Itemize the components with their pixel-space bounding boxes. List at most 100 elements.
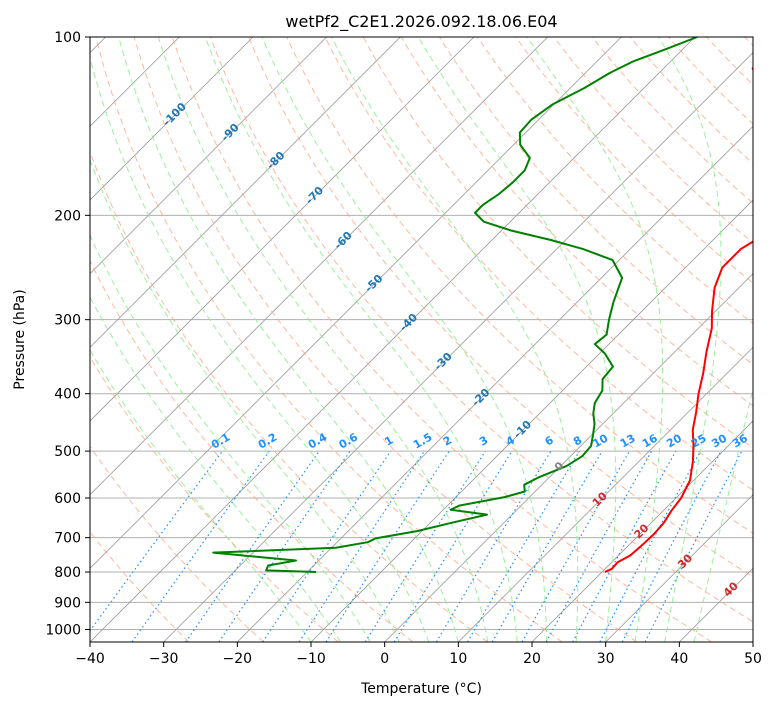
moist-adiabat-line [118, 37, 459, 642]
isotherm-label: -100 [160, 100, 189, 129]
mixing-ratio-label: 1 [382, 434, 395, 449]
moist-adiabat-line [417, 37, 617, 642]
isotherm-label: -30 [432, 350, 455, 373]
dry-adiabat-line [95, 37, 563, 642]
dry-adiabat-line [133, 37, 638, 642]
mixing-ratio-line [466, 450, 580, 642]
mixing-ratio-label: 0.4 [306, 430, 330, 451]
mixing-ratio-label: 8 [571, 434, 584, 449]
x-tick-label: 10 [449, 651, 467, 667]
mixing-ratio-line [545, 450, 653, 642]
chart-title: wetPf2_C2E1.2026.092.18.06.E04 [285, 12, 557, 32]
mixing-ratio-label: 6 [543, 433, 556, 448]
x-tick-label: −20 [223, 651, 253, 667]
mixing-ratio-line [599, 450, 702, 642]
y-tick-label: 200 [54, 208, 81, 224]
mixing-ratio-label: 13 [618, 432, 638, 451]
isotherm-line [752, 641, 753, 642]
mixing-ratio-line [572, 450, 677, 642]
moist-adiabat-line [331, 37, 579, 642]
x-tick-label: 20 [523, 651, 541, 667]
mixing-ratio-line [262, 450, 392, 642]
x-tick-label: 30 [597, 651, 615, 667]
mixing-ratio-label: 16 [640, 431, 660, 450]
moist-adiabat-line [693, 386, 753, 642]
mixing-ratio-label: 0.2 [256, 431, 279, 452]
dry-adiabat-line [90, 445, 264, 642]
isotherm-line [90, 37, 548, 496]
isotherm-label: -50 [362, 272, 385, 295]
y-tick-label: 400 [54, 387, 81, 403]
mixing-ratio-line [325, 450, 450, 642]
dry-adiabat-line [210, 37, 753, 623]
y-tick-label: 300 [54, 313, 81, 329]
x-tick-label: −10 [296, 651, 326, 667]
y-tick-label: 700 [54, 531, 81, 547]
y-tick-label: 600 [54, 491, 81, 507]
series-lines [212, 37, 753, 574]
mixing-ratio-line [298, 450, 425, 642]
isotherm-label: 40 [721, 579, 741, 599]
dry-adiabat-line [439, 37, 753, 366]
dry-adiabat-line [706, 37, 753, 86]
x-tick-label: 40 [670, 651, 688, 667]
dry-adiabat-line [515, 37, 753, 284]
dry-adiabat-line [324, 37, 753, 491]
moist-adiabat-line [658, 37, 722, 642]
y-tick-label: 100 [54, 30, 81, 46]
isotherm-line [163, 52, 753, 642]
temperature-trace [604, 66, 753, 573]
y-tick-label: 900 [54, 595, 81, 611]
x-tick-label: 50 [744, 651, 762, 667]
isotherm-line [384, 273, 753, 642]
dewpoint-trace [212, 37, 698, 574]
dry-adiabat-line [668, 37, 753, 125]
mixing-ratio-label: 3 [477, 434, 490, 449]
mixing-ratio-line [90, 450, 223, 632]
plot-frame [89, 36, 754, 643]
y-tick-label: 500 [54, 444, 81, 460]
isotherm-label: -20 [469, 386, 492, 409]
mixing-ratio-line [393, 450, 513, 642]
isotherm-line [605, 494, 753, 642]
mixing-ratio-label: 25 [689, 432, 709, 451]
isotherm-label: -60 [332, 229, 355, 252]
isotherm-label: -80 [264, 149, 287, 172]
dry-adiabat-line [591, 37, 753, 204]
mixing-ratio-label: 2 [441, 434, 454, 449]
isotherm-line [679, 567, 753, 642]
isotherm-line [90, 37, 475, 422]
isotherm-label: -10 [511, 418, 534, 441]
isotherm-line [531, 420, 753, 642]
isotherm-label: 10 [590, 489, 610, 509]
isotherm-line [90, 37, 401, 348]
mixing-ratio-label: 36 [730, 431, 750, 450]
mixing-ratio-line [364, 450, 486, 642]
y-axis-label: Pressure (hPa) [12, 289, 28, 389]
x-tick-label: 0 [380, 651, 389, 667]
moist-adiabat-line [526, 37, 664, 642]
background-lines [90, 37, 753, 642]
mixing-ratio-line [435, 450, 552, 642]
isotherm-line [90, 37, 622, 569]
dry-adiabat-line [477, 37, 753, 325]
moist-adiabat-line [90, 295, 341, 642]
y-tick-label: 800 [54, 565, 81, 581]
moist-adiabat-line [90, 158, 400, 642]
moist-adiabat-line [90, 234, 371, 642]
dry-adiabat-line [171, 37, 712, 642]
x-tick-label: −40 [75, 651, 105, 667]
mixing-ratio-label: 20 [664, 431, 684, 450]
moist-adiabat-line [90, 349, 312, 642]
moist-adiabat-line [261, 37, 548, 642]
dry-adiabat-line [553, 37, 753, 244]
x-axis: −40 −30 −20 −10 0 10 20 30 40 50 [75, 642, 762, 667]
moist-adiabat-line [157, 37, 489, 642]
moist-adiabat-line [204, 37, 518, 642]
dry-adiabat-line [90, 259, 414, 642]
x-axis-label: Temperature (°C) [360, 681, 482, 697]
y-axis: 100 200 300 400 500 600 700 800 900 1000 [45, 30, 90, 638]
dry-adiabat-line [744, 37, 753, 47]
